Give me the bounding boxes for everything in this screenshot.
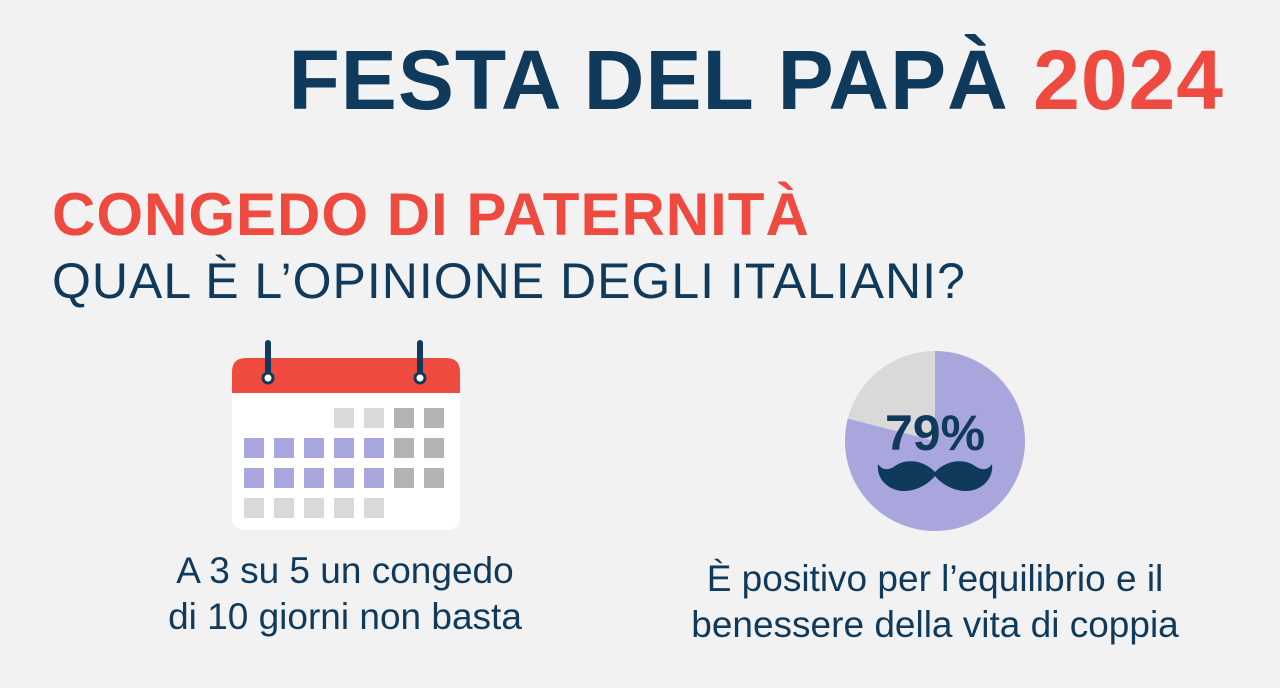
- title-main: FESTA DEL PAPÀ: [288, 33, 1009, 127]
- section-question: QUAL È L’OPINIONE DEGLI ITALIANI?: [52, 253, 966, 309]
- calendar-day: [274, 498, 294, 518]
- calendar-day: [304, 438, 324, 458]
- calendar-day: [424, 468, 444, 488]
- calendar-day: [334, 438, 354, 458]
- calendar-day: [364, 498, 384, 518]
- calendar-day: [424, 438, 444, 458]
- calendar-day: [244, 498, 264, 518]
- calendar-day: [334, 498, 354, 518]
- calendar-day: [394, 468, 414, 488]
- calendar-day: [244, 438, 264, 458]
- percentage-pie: 79%: [845, 351, 1025, 531]
- calendar-day: [334, 408, 354, 428]
- calendar-day: [424, 408, 444, 428]
- calendar-day: [304, 498, 324, 518]
- calendar-day: [364, 438, 384, 458]
- calendar-day: [244, 468, 264, 488]
- title-year: 2024: [1033, 33, 1224, 127]
- calendar-icon: [232, 340, 460, 530]
- calendar-day: [364, 408, 384, 428]
- calendar-day: [274, 438, 294, 458]
- calendar-day: [304, 468, 324, 488]
- stat-left-line1: A 3 su 5 un congedo: [176, 550, 514, 591]
- stat-right-caption: È positivo per l’equilibrio e il benesse…: [620, 556, 1250, 648]
- section-heading: CONGEDO DI PATERNITÀ: [52, 181, 810, 248]
- stat-left-line2: di 10 giorni non basta: [168, 596, 522, 637]
- page-title: FESTA DEL PAPÀ 2024: [288, 38, 1224, 122]
- mustache-icon: [877, 461, 993, 492]
- stat-right-line2: benessere della vita di coppia: [691, 604, 1179, 645]
- stat-left-caption: A 3 su 5 un congedo di 10 giorni non bas…: [100, 548, 590, 640]
- pie-percent-label: 79%: [885, 405, 985, 461]
- calendar-day: [394, 408, 414, 428]
- calendar-day: [274, 468, 294, 488]
- calendar-day: [334, 468, 354, 488]
- calendar-day: [364, 468, 384, 488]
- calendar-day: [394, 438, 414, 458]
- stat-right-line1: È positivo per l’equilibrio e il: [706, 558, 1164, 599]
